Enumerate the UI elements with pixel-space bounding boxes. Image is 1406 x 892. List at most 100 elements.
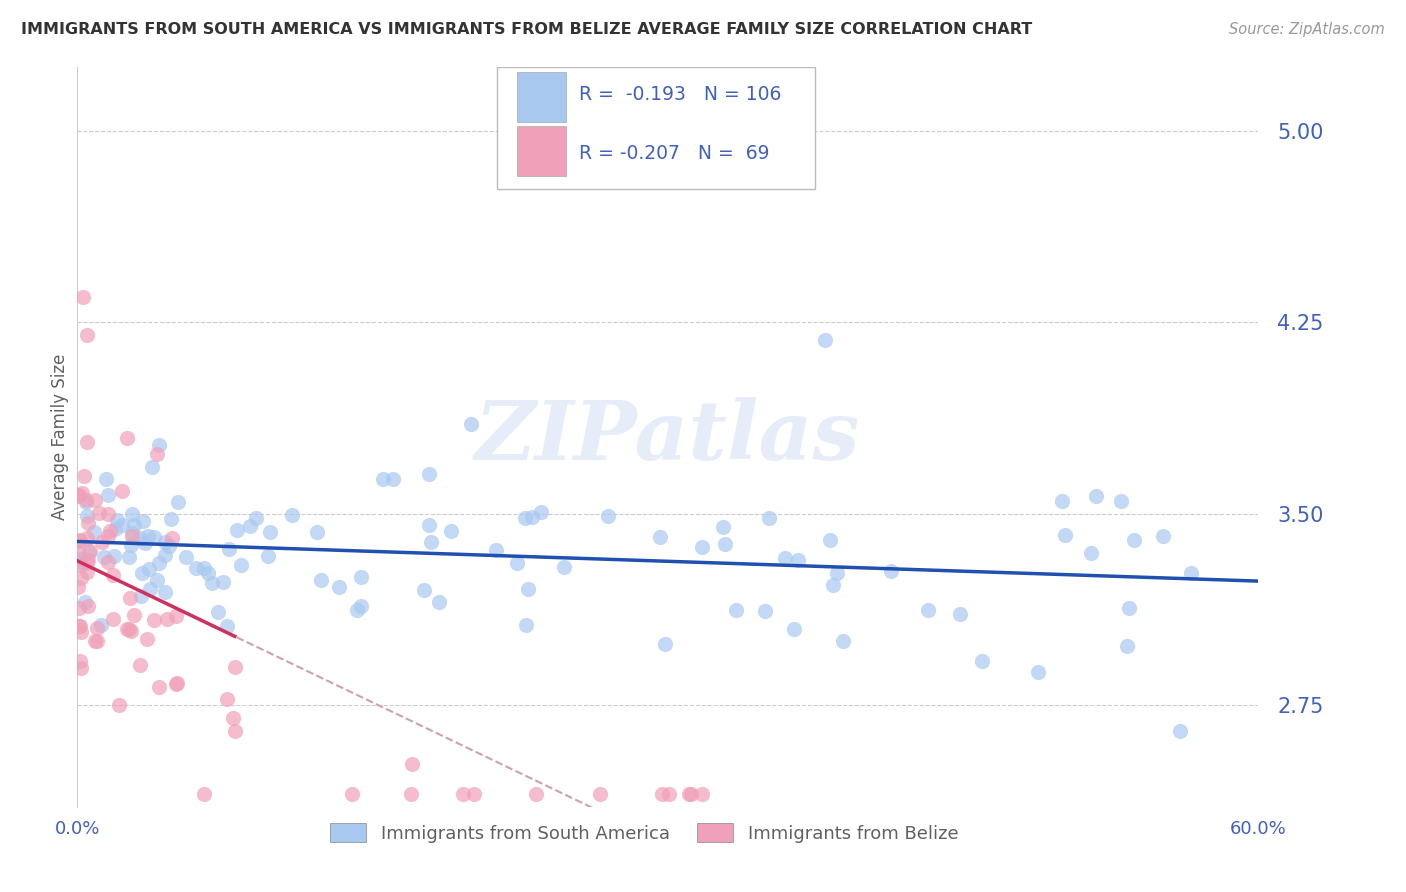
Point — [678, 788, 700, 802]
Point — [129, 589, 152, 603]
Point — [506, 556, 529, 570]
Point — [93, 550, 115, 565]
Point — [76, 328, 98, 343]
Point — [399, 788, 422, 802]
Point — [350, 570, 373, 584]
Point — [515, 617, 537, 632]
Point — [67, 490, 90, 504]
Point — [257, 549, 280, 564]
Point — [224, 660, 246, 674]
Point — [76, 531, 98, 545]
Point — [76, 555, 98, 569]
Point — [218, 542, 240, 557]
Legend: Immigrants from South America, Immigrants from Belize: Immigrants from South America, Immigrant… — [323, 816, 966, 850]
Point — [193, 788, 215, 802]
Point — [679, 788, 702, 802]
Point — [70, 486, 93, 500]
Point — [100, 524, 122, 538]
Point — [132, 514, 155, 528]
Point — [193, 560, 215, 574]
Point — [231, 558, 253, 573]
Point — [69, 655, 91, 669]
Point — [104, 522, 127, 536]
Point — [309, 574, 332, 588]
Point — [83, 633, 105, 648]
Point — [129, 658, 152, 673]
Point — [714, 537, 737, 551]
Point — [217, 618, 239, 632]
Point — [111, 518, 134, 533]
Point — [212, 574, 235, 589]
Point — [1152, 528, 1174, 542]
Point — [94, 472, 117, 486]
Point — [90, 618, 112, 632]
Point — [524, 788, 547, 802]
Point — [77, 544, 100, 558]
Point — [77, 516, 100, 530]
Point — [174, 549, 197, 564]
Point — [87, 506, 110, 520]
Point — [340, 788, 363, 802]
Point — [115, 431, 138, 445]
Point — [1084, 489, 1107, 503]
Point — [825, 566, 848, 580]
Point — [460, 417, 482, 432]
Point — [97, 529, 120, 543]
Point — [651, 788, 673, 802]
Point — [1168, 723, 1191, 738]
Point — [371, 472, 394, 486]
Bar — [516, 72, 567, 122]
Point — [1050, 494, 1073, 508]
Point — [90, 535, 112, 549]
Point — [553, 560, 575, 574]
Point — [120, 538, 142, 552]
Point — [215, 691, 238, 706]
Point — [224, 723, 246, 738]
Point — [67, 555, 90, 569]
Point — [67, 601, 90, 615]
Point — [69, 552, 91, 566]
Point — [1053, 527, 1076, 541]
Point — [401, 756, 423, 771]
Point — [134, 536, 156, 550]
Point — [70, 571, 93, 585]
Point — [75, 595, 97, 609]
Point — [148, 680, 170, 694]
Point — [121, 507, 143, 521]
Point — [197, 566, 219, 581]
Point — [70, 558, 93, 573]
Point — [101, 612, 124, 626]
Point — [136, 632, 159, 647]
Point — [821, 578, 844, 592]
Point — [138, 562, 160, 576]
Point — [67, 534, 90, 549]
Point — [451, 788, 474, 802]
Point — [69, 619, 91, 633]
Point — [517, 582, 540, 596]
Point — [239, 519, 262, 533]
Point — [1026, 665, 1049, 679]
Point — [970, 654, 993, 668]
Point — [107, 698, 129, 712]
Point — [346, 603, 368, 617]
Text: Source: ZipAtlas.com: Source: ZipAtlas.com — [1229, 22, 1385, 37]
Point — [725, 603, 748, 617]
Text: R =  -0.193   N = 106: R = -0.193 N = 106 — [579, 86, 782, 104]
Point — [530, 505, 553, 519]
Point — [143, 613, 166, 627]
Point — [69, 533, 91, 547]
Point — [186, 560, 208, 574]
Point — [949, 607, 972, 622]
Point — [222, 710, 245, 724]
Point — [754, 604, 776, 618]
Point — [786, 553, 808, 567]
Point — [413, 583, 436, 598]
FancyBboxPatch shape — [496, 67, 815, 189]
Point — [131, 566, 153, 580]
Point — [139, 582, 162, 597]
Point — [207, 605, 229, 619]
Point — [281, 508, 304, 522]
Point — [427, 595, 450, 609]
Point — [648, 530, 671, 544]
Point — [138, 528, 160, 542]
